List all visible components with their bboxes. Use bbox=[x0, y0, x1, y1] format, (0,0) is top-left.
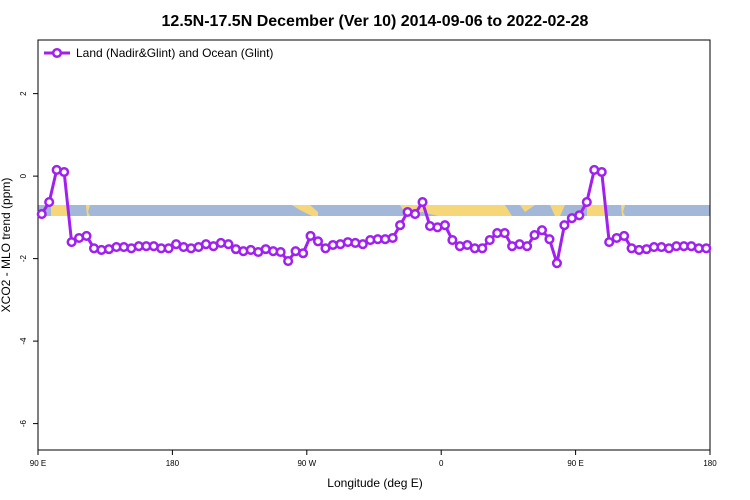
x-axis-label: Longitude (deg E) bbox=[327, 476, 422, 490]
data-point bbox=[410, 209, 421, 220]
data-point bbox=[529, 230, 540, 241]
data-point bbox=[387, 232, 398, 244]
data-point bbox=[357, 239, 368, 250]
x-tick-label: 0 bbox=[439, 459, 444, 468]
data-point bbox=[477, 243, 488, 254]
legend-marker bbox=[51, 47, 63, 59]
data-point bbox=[395, 220, 406, 231]
data-point bbox=[544, 234, 555, 245]
data-point bbox=[596, 166, 607, 178]
x-tick-label: 90 W bbox=[297, 459, 316, 468]
data-point bbox=[499, 227, 510, 239]
data-point bbox=[574, 210, 585, 221]
data-point bbox=[559, 220, 570, 231]
data-point bbox=[283, 256, 294, 267]
data-point bbox=[447, 235, 458, 246]
x-tick-label: 90 E bbox=[30, 459, 46, 468]
y-axis-label: XCO2 - MLO trend (ppm) bbox=[0, 178, 13, 313]
data-point bbox=[619, 230, 630, 241]
data-point bbox=[223, 239, 234, 250]
data-point bbox=[36, 209, 47, 220]
chart-title: 12.5N-17.5N December (Ver 10) 2014-09-06… bbox=[162, 13, 589, 30]
data-point bbox=[305, 230, 316, 241]
x-tick-label: 180 bbox=[166, 459, 180, 468]
data-point bbox=[701, 243, 712, 254]
y-tick-label: 0 bbox=[19, 173, 28, 178]
data-point bbox=[604, 237, 615, 248]
data-point bbox=[298, 248, 309, 259]
data-point bbox=[417, 197, 428, 208]
y-tick-label: 2 bbox=[19, 91, 28, 96]
x-tick-label: 180 bbox=[703, 459, 717, 468]
data-point bbox=[163, 243, 174, 254]
data-point bbox=[484, 235, 495, 246]
y-tick-label: -4 bbox=[19, 337, 28, 345]
y-tick-label: -2 bbox=[19, 255, 28, 263]
data-point bbox=[581, 197, 592, 208]
y-tick-label: -6 bbox=[19, 420, 28, 428]
map-strip bbox=[38, 205, 710, 216]
data-point bbox=[275, 246, 286, 258]
data-point bbox=[312, 236, 324, 247]
x-tick-label: 90 E bbox=[567, 459, 583, 468]
legend-label: Land (Nadir&Glint) and Ocean (Glint) bbox=[76, 46, 273, 60]
data-point bbox=[81, 230, 92, 241]
data-point bbox=[536, 225, 548, 236]
data-point bbox=[439, 220, 450, 231]
data-point bbox=[522, 241, 533, 252]
data-point bbox=[44, 197, 55, 208]
data-point bbox=[66, 237, 77, 248]
data-point bbox=[551, 258, 562, 269]
data-point bbox=[59, 166, 70, 178]
